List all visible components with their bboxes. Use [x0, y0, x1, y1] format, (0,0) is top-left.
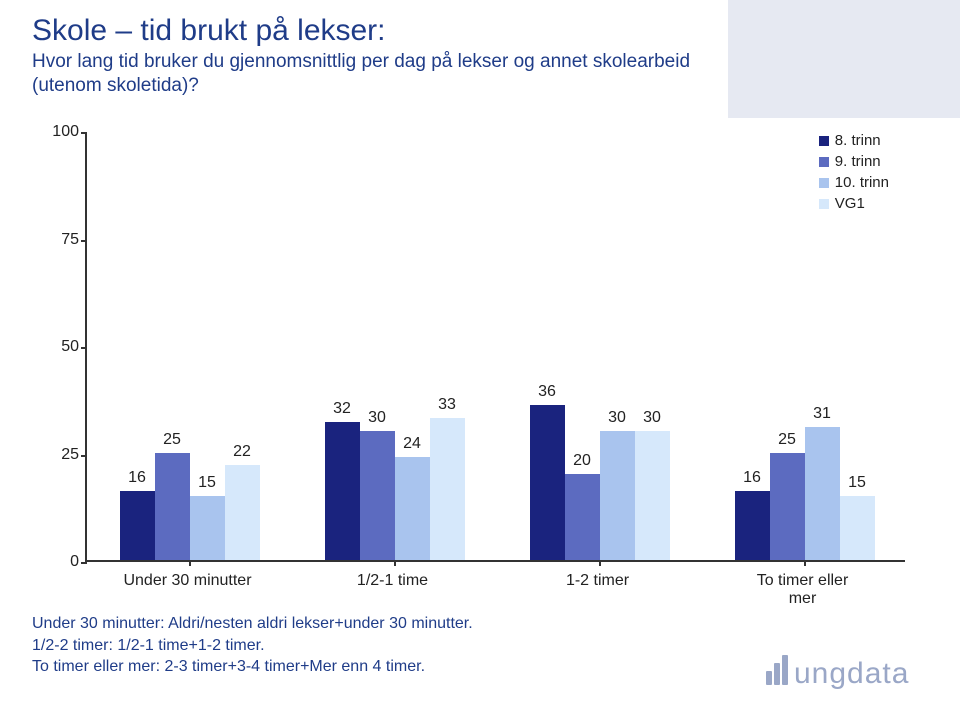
bar-value-label: 25 — [163, 431, 181, 449]
y-tick — [81, 240, 87, 242]
x-tick — [394, 560, 396, 566]
bar: 30 — [600, 431, 635, 560]
chart: 8. trinn9. trinn10. trinnVG1 02550751001… — [45, 132, 915, 602]
bar-value-label: 36 — [538, 383, 556, 401]
bar-value-label: 20 — [573, 452, 591, 470]
bar-value-label: 16 — [743, 469, 761, 487]
ungdata-logo-icon: ungdata — [766, 649, 936, 689]
footnote-line-1: Under 30 minutter: Aldri/nesten aldri le… — [32, 613, 473, 635]
bar-value-label: 32 — [333, 400, 351, 418]
bar-value-label: 30 — [608, 409, 626, 427]
logo: ungdata — [766, 649, 936, 694]
bar: 25 — [155, 453, 190, 561]
subtitle-line-2: (utenom skoletida)? — [32, 75, 199, 96]
bar: 20 — [565, 474, 600, 560]
bar-value-label: 15 — [198, 474, 216, 492]
svg-text:ungdata: ungdata — [794, 657, 909, 689]
subtitle-line-1: Hvor lang tid bruker du gjennomsnittlig … — [32, 51, 690, 72]
bar: 15 — [840, 496, 875, 561]
y-axis-label: 100 — [39, 123, 79, 141]
bar-group: 16251522 — [120, 453, 260, 561]
bar: 36 — [530, 405, 565, 560]
bar-group: 36203030 — [530, 405, 670, 560]
bar-value-label: 30 — [643, 409, 661, 427]
footnotes: Under 30 minutter: Aldri/nesten aldri le… — [32, 613, 473, 678]
bar-value-label: 33 — [438, 396, 456, 414]
bar-value-label: 24 — [403, 435, 421, 453]
bar: 15 — [190, 496, 225, 561]
page-subtitle: Hvor lang tid bruker du gjennomsnittlig … — [32, 50, 690, 98]
x-tick — [189, 560, 191, 566]
y-axis-label: 75 — [39, 231, 79, 249]
plot-area: 0255075100162515223230243336203030162531… — [85, 132, 905, 562]
bar: 16 — [120, 491, 155, 560]
bar-group: 16253115 — [735, 427, 875, 560]
bar: 22 — [225, 465, 260, 560]
title-block: Skole – tid brukt på lekser: Hvor lang t… — [32, 14, 690, 98]
bar-value-label: 30 — [368, 409, 386, 427]
y-tick — [81, 562, 87, 564]
y-axis-label: 25 — [39, 446, 79, 464]
x-tick — [804, 560, 806, 566]
bar: 32 — [325, 422, 360, 560]
y-axis-label: 0 — [39, 553, 79, 571]
x-axis-category: To timer eller mer — [746, 572, 859, 608]
page-title: Skole – tid brukt på lekser: — [32, 14, 690, 48]
x-axis-category: 1-2 timer — [566, 572, 629, 590]
y-axis-label: 50 — [39, 338, 79, 356]
y-tick — [81, 347, 87, 349]
bar-value-label: 22 — [233, 443, 251, 461]
bar: 30 — [360, 431, 395, 560]
x-axis-category: Under 30 minutter — [123, 572, 251, 590]
bar-value-label: 15 — [848, 474, 866, 492]
y-tick — [81, 132, 87, 134]
bar-value-label: 31 — [813, 405, 831, 423]
bar: 30 — [635, 431, 670, 560]
bar-group: 32302433 — [325, 418, 465, 560]
bar: 25 — [770, 453, 805, 561]
bar-value-label: 25 — [778, 431, 796, 449]
header-accent-band — [728, 0, 960, 118]
footnote-line-3: To timer eller mer: 2-3 timer+3-4 timer+… — [32, 656, 473, 678]
bar: 24 — [395, 457, 430, 560]
x-tick — [599, 560, 601, 566]
footnote-line-2: 1/2-2 timer: 1/2-1 time+1-2 timer. — [32, 635, 473, 657]
bar-value-label: 16 — [128, 469, 146, 487]
bar: 33 — [430, 418, 465, 560]
y-tick — [81, 455, 87, 457]
x-axis-category: 1/2-1 time — [357, 572, 428, 590]
bar: 31 — [805, 427, 840, 560]
bar: 16 — [735, 491, 770, 560]
